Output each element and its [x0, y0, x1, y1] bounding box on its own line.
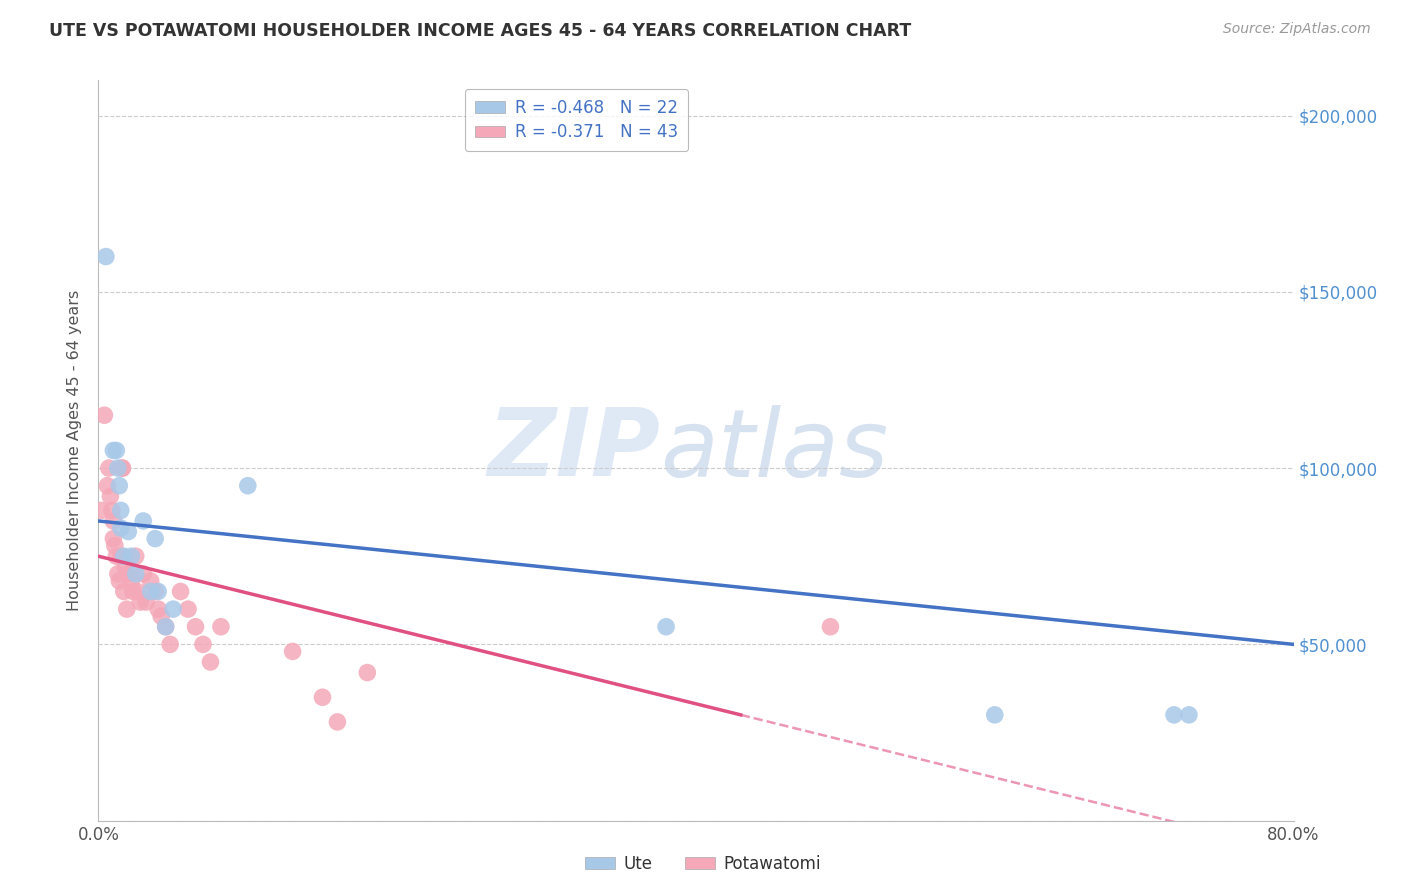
Legend: R = -0.468   N = 22, R = -0.371   N = 43: R = -0.468 N = 22, R = -0.371 N = 43: [465, 88, 688, 152]
Point: [120, 549, 142, 564]
Point: [90, 503, 112, 517]
Point: [108, 479, 131, 493]
Point: [101, 503, 124, 517]
Point: [105, 443, 128, 458]
Point: [115, 602, 138, 616]
Text: Source: ZipAtlas.com: Source: ZipAtlas.com: [1223, 22, 1371, 37]
Point: [107, 566, 129, 581]
Text: atlas: atlas: [661, 405, 889, 496]
Point: [103, 532, 125, 546]
Point: [104, 539, 127, 553]
Point: [148, 602, 170, 616]
Point: [143, 532, 166, 546]
Text: UTE VS POTAWATOMI HOUSEHOLDER INCOME AGES 45 - 64 YEARS CORRELATION CHART: UTE VS POTAWATOMI HOUSEHOLDER INCOME AGE…: [49, 22, 911, 40]
Point: [1163, 707, 1185, 722]
Point: [209, 620, 232, 634]
Legend: Ute, Potawatomi: Ute, Potawatomi: [578, 848, 828, 880]
Point: [107, 461, 129, 475]
Point: [114, 559, 136, 574]
Point: [112, 549, 135, 564]
Point: [281, 644, 304, 658]
Point: [184, 620, 207, 634]
Point: [117, 524, 139, 539]
Point: [356, 665, 378, 680]
Point: [93, 408, 115, 422]
Point: [121, 584, 143, 599]
Point: [236, 479, 259, 493]
Point: [112, 584, 135, 599]
Point: [143, 584, 166, 599]
Point: [111, 461, 134, 475]
Point: [162, 602, 184, 616]
Point: [110, 503, 132, 517]
Point: [125, 566, 148, 581]
Point: [191, 637, 214, 651]
Point: [1178, 707, 1201, 722]
Point: [96, 479, 118, 493]
Point: [139, 584, 162, 599]
Point: [110, 549, 132, 564]
Point: [97, 461, 120, 475]
Point: [155, 620, 177, 634]
Point: [820, 620, 842, 634]
Point: [125, 549, 148, 564]
Point: [326, 714, 349, 729]
Point: [127, 584, 149, 599]
Point: [177, 602, 200, 616]
Point: [132, 514, 155, 528]
Point: [98, 489, 122, 503]
Point: [311, 690, 333, 705]
Point: [103, 443, 125, 458]
Point: [111, 461, 134, 475]
Point: [132, 566, 155, 581]
Point: [200, 655, 222, 669]
Point: [108, 574, 131, 588]
Point: [129, 595, 152, 609]
Point: [169, 584, 191, 599]
Point: [159, 637, 181, 651]
Y-axis label: Householder Income Ages 45 - 64 years: Householder Income Ages 45 - 64 years: [67, 290, 83, 611]
Point: [117, 566, 139, 581]
Point: [103, 514, 125, 528]
Point: [150, 609, 173, 624]
Point: [120, 574, 142, 588]
Point: [148, 584, 170, 599]
Point: [110, 521, 132, 535]
Point: [105, 549, 128, 564]
Text: ZIP: ZIP: [488, 404, 661, 497]
Point: [139, 574, 162, 588]
Point: [655, 620, 678, 634]
Point: [94, 250, 117, 264]
Point: [155, 620, 177, 634]
Point: [984, 707, 1007, 722]
Point: [135, 595, 157, 609]
